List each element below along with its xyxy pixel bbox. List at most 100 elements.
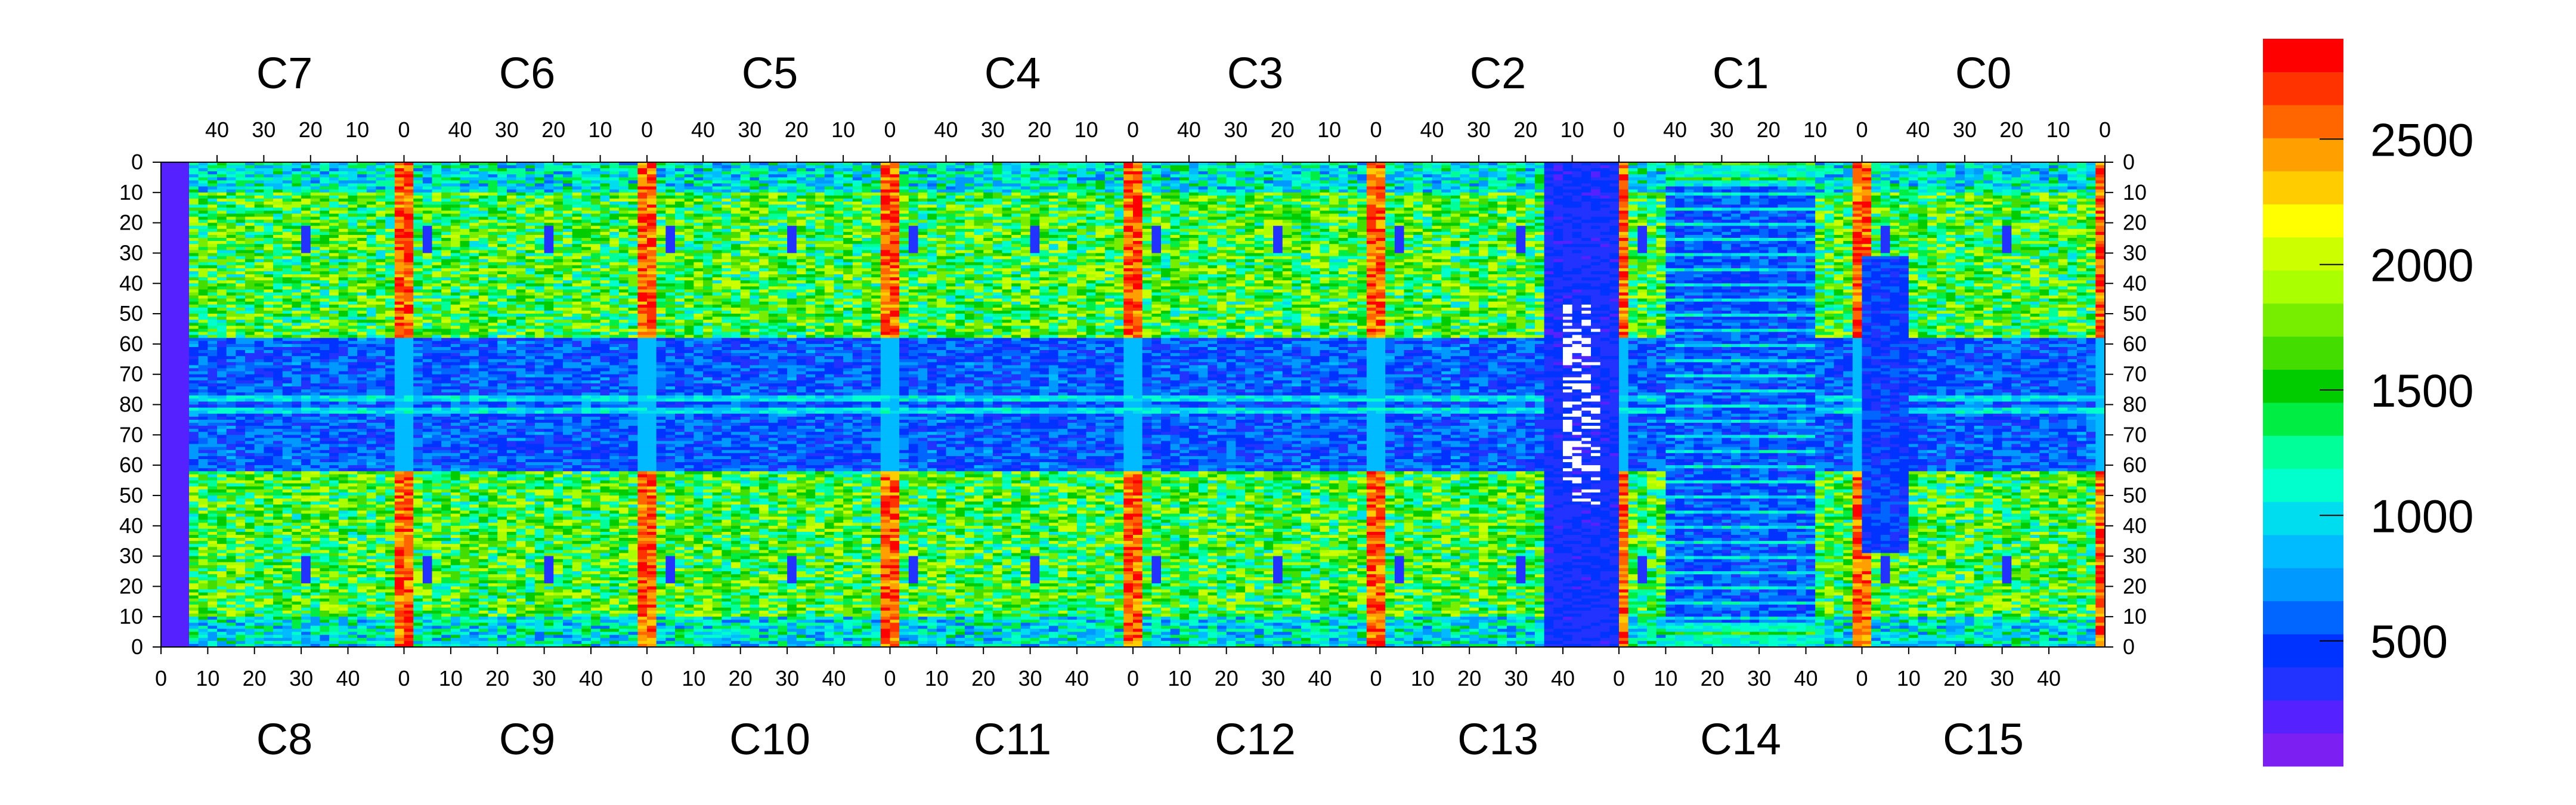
heatmap-cell [301, 411, 311, 414]
heatmap-cell [357, 538, 367, 541]
heatmap-cell [348, 586, 357, 589]
heatmap-cell [217, 456, 227, 459]
heatmap-cell [320, 389, 329, 392]
heatmap-cell [236, 589, 245, 592]
heatmap-cell [208, 283, 217, 286]
heatmap-cell [208, 444, 217, 447]
heatmap-cell [273, 365, 283, 368]
heatmap-cell [245, 296, 255, 299]
heatmap-cell [245, 259, 255, 262]
heatmap-cell [161, 453, 171, 456]
heatmap-cell [179, 223, 189, 226]
heatmap-cell [395, 277, 404, 280]
heatmap-cell [179, 520, 189, 523]
heatmap-cell [199, 232, 208, 235]
heatmap-cell [227, 317, 236, 320]
heatmap-cell [171, 408, 180, 411]
heatmap-cell [311, 308, 320, 311]
heatmap-cell [283, 235, 292, 238]
heatmap-cell [189, 241, 199, 244]
heatmap-cell [171, 487, 180, 490]
heatmap-cell [395, 401, 404, 404]
heatmap-cell [292, 199, 301, 202]
heatmap-cell [367, 229, 376, 232]
heatmap-cell [311, 496, 320, 499]
heatmap-cell [292, 447, 301, 450]
heatmap-cell [283, 380, 292, 383]
heatmap-cell [339, 544, 348, 547]
heatmap-cell [339, 171, 348, 174]
heatmap-cell [292, 501, 301, 504]
heatmap-cell [320, 365, 329, 368]
heatmap-cell [273, 177, 283, 180]
heatmap-cell [171, 474, 180, 477]
heatmap-cell [376, 583, 385, 586]
heatmap-cell [199, 356, 208, 359]
heatmap-cell [171, 314, 180, 317]
heatmap-cell [208, 250, 217, 253]
heatmap-cell [217, 353, 227, 356]
heatmap-cell [320, 271, 329, 274]
heatmap-cell [301, 280, 311, 283]
heatmap-cell [376, 323, 385, 326]
heatmap-cell [227, 253, 236, 256]
heatmap-cell [311, 541, 320, 544]
heatmap-cell [301, 553, 311, 556]
heatmap-cell [208, 538, 217, 541]
heatmap-cell [283, 210, 292, 213]
heatmap-cell [161, 268, 171, 271]
heatmap-cell [311, 474, 320, 477]
heatmap-cell [264, 232, 273, 235]
heatmap-cell [395, 286, 404, 289]
heatmap-cell [320, 380, 329, 383]
heatmap-cell [292, 513, 301, 516]
heatmap-cell [199, 289, 208, 292]
heatmap-cell [161, 435, 171, 438]
heatmap-cell [245, 490, 255, 493]
heatmap-cell [217, 583, 227, 586]
heatmap-cell [189, 395, 199, 398]
heatmap-cell [208, 353, 217, 356]
heatmap-cell [217, 481, 227, 484]
heatmap-cell [273, 414, 283, 417]
heatmap-cell [357, 456, 367, 459]
heatmap-cell [357, 359, 367, 362]
heatmap-cell [189, 599, 199, 602]
heatmap-cell [395, 432, 404, 435]
heatmap-cell [329, 296, 339, 299]
heatmap-cell [320, 580, 329, 583]
heatmap-cell [217, 335, 227, 338]
heatmap-cell [320, 559, 329, 562]
heatmap-cell [283, 320, 292, 323]
heatmap-cell [292, 420, 301, 423]
heatmap-cell [339, 280, 348, 283]
heatmap-cell [367, 283, 376, 286]
heatmap-cell [283, 241, 292, 244]
heatmap-cell [171, 447, 180, 450]
heatmap-cell [236, 504, 245, 507]
heatmap-cell [199, 580, 208, 583]
heatmap-cell [367, 507, 376, 510]
heatmap-cell [385, 481, 395, 484]
heatmap-cell [376, 559, 385, 562]
heatmap-cell [283, 338, 292, 341]
heatmap-cell [367, 523, 376, 526]
heatmap-cell [376, 550, 385, 553]
heatmap-cell [357, 392, 367, 395]
heatmap-cell [367, 605, 376, 608]
heatmap-cell [189, 538, 199, 541]
heatmap-cell [385, 477, 395, 480]
heatmap-cell [255, 283, 264, 286]
heatmap-cell [208, 338, 217, 341]
heatmap-cell [301, 213, 311, 216]
heatmap-cell [385, 244, 395, 247]
heatmap-cell [320, 253, 329, 256]
heatmap-cell [357, 547, 367, 550]
heatmap-cell [245, 571, 255, 574]
heatmap-cell [292, 408, 301, 411]
heatmap-cell [171, 280, 180, 283]
heatmap-cell [320, 353, 329, 356]
heatmap-cell [208, 571, 217, 574]
heatmap-cell [395, 599, 404, 602]
heatmap-cell [179, 389, 189, 392]
